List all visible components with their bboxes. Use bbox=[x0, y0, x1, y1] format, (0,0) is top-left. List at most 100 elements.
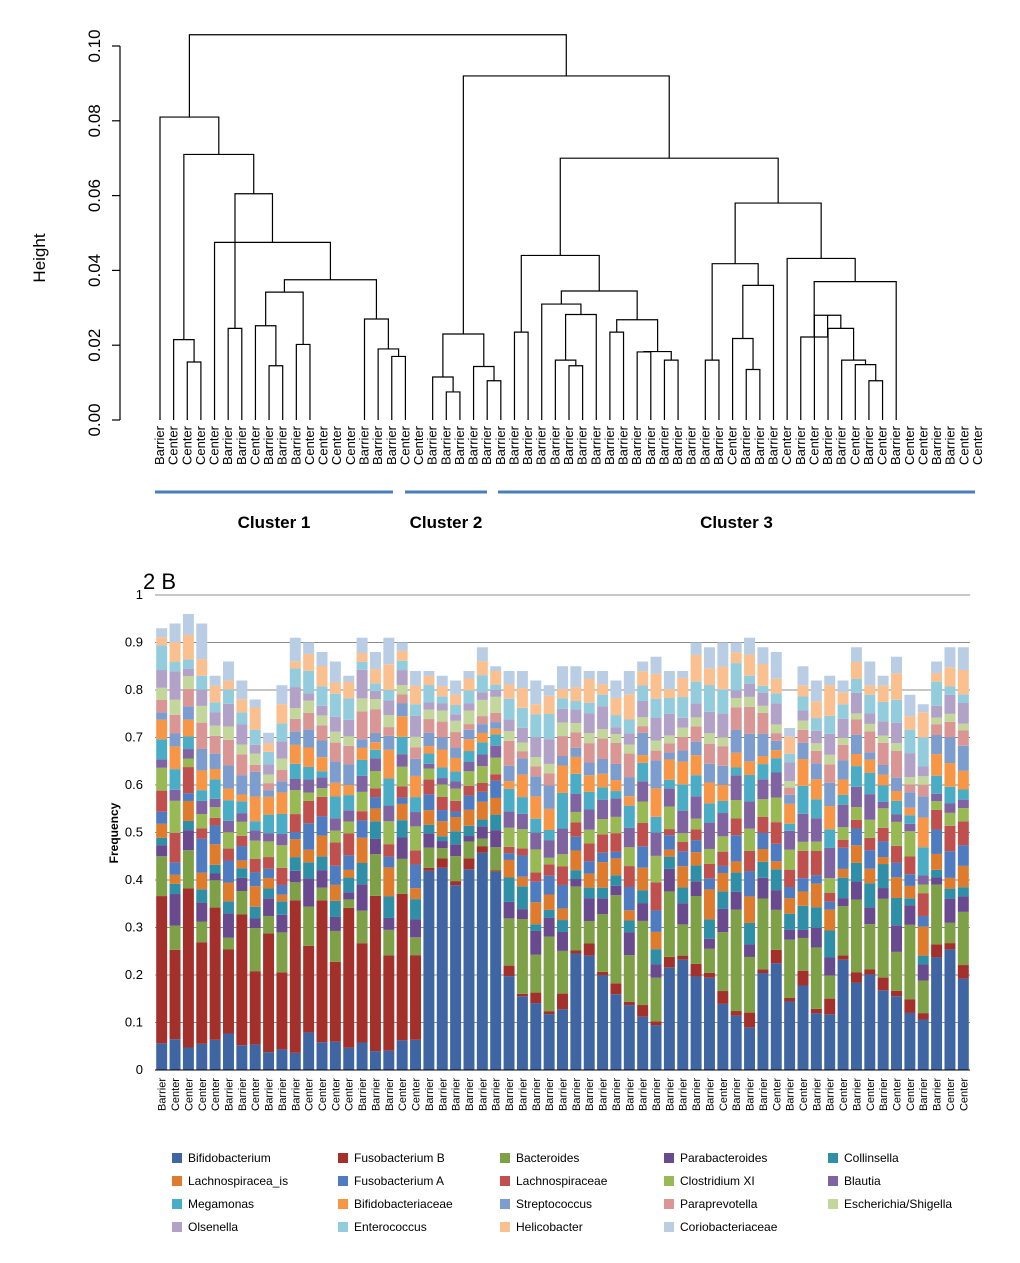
bar-segment bbox=[557, 688, 568, 699]
bar-segment bbox=[757, 764, 769, 780]
bar-segment bbox=[396, 660, 408, 671]
bar-stack bbox=[196, 623, 208, 1070]
bar-segment bbox=[637, 671, 649, 686]
bar-segment bbox=[329, 796, 341, 819]
dendrogram-leaf-label: Barrier bbox=[643, 425, 658, 465]
bar-segment bbox=[570, 794, 582, 812]
bar-segment bbox=[744, 944, 756, 957]
bar-segment bbox=[490, 797, 502, 815]
bar-segment bbox=[369, 683, 381, 691]
bar-segment bbox=[263, 933, 275, 1053]
bar-x-label: Barrier bbox=[785, 1078, 797, 1111]
bar-segment bbox=[717, 689, 729, 714]
bar-segment bbox=[663, 689, 675, 699]
bar-ytick-label: 0.9 bbox=[125, 635, 143, 650]
bar-segment bbox=[677, 833, 689, 843]
bar-segment bbox=[570, 723, 582, 733]
bar-x-label: Center bbox=[330, 1078, 342, 1111]
bar-segment bbox=[637, 1016, 649, 1070]
dendrogram-leaf-label: Center bbox=[915, 425, 930, 465]
bar-segment bbox=[597, 706, 609, 730]
bar-segment bbox=[583, 829, 595, 844]
bar-segment bbox=[891, 821, 902, 846]
bar-x-label: Center bbox=[771, 1078, 783, 1111]
bar-segment bbox=[650, 656, 662, 674]
bar-segment bbox=[450, 694, 462, 706]
bar-segment bbox=[182, 749, 194, 759]
bar-segment bbox=[864, 713, 876, 724]
bar-segment bbox=[303, 779, 315, 793]
bar-segment bbox=[944, 888, 956, 899]
bar-segment bbox=[824, 892, 836, 902]
bar-segment bbox=[810, 779, 822, 800]
bar-segment bbox=[784, 753, 796, 763]
bar-segment bbox=[797, 841, 809, 851]
bar-segment bbox=[476, 838, 488, 847]
bar-segment bbox=[597, 898, 609, 915]
bar-x-label: Barrier bbox=[451, 1078, 463, 1111]
bar-segment bbox=[530, 954, 542, 993]
bar-segment bbox=[303, 642, 315, 654]
bar-segment bbox=[196, 790, 208, 801]
bar-segment bbox=[356, 775, 368, 792]
bar-segment bbox=[663, 671, 675, 690]
bar-segment bbox=[837, 955, 849, 960]
bar-stack bbox=[530, 680, 542, 1070]
bar-segment bbox=[850, 982, 862, 1070]
bar-segment bbox=[877, 701, 889, 722]
bar-segment bbox=[570, 836, 582, 851]
bar-stack bbox=[824, 675, 836, 1070]
bar-segment bbox=[917, 875, 929, 885]
bar-segment bbox=[396, 642, 408, 651]
bar-stack bbox=[316, 652, 328, 1070]
bar-segment bbox=[623, 1001, 635, 1006]
bar-segment bbox=[744, 956, 756, 1013]
bar-stack bbox=[931, 661, 943, 1070]
bar-segment bbox=[810, 883, 822, 908]
bar-segment bbox=[637, 903, 649, 921]
bar-segment bbox=[703, 972, 715, 978]
bar-segment bbox=[329, 930, 341, 962]
bar-segment bbox=[410, 864, 422, 889]
bar-segment bbox=[169, 894, 181, 926]
bar-segment bbox=[436, 848, 448, 859]
bar-segment bbox=[797, 905, 809, 930]
bar-segment bbox=[717, 836, 729, 852]
bar-segment bbox=[650, 816, 662, 833]
bar-segment bbox=[463, 836, 475, 842]
bar-segment bbox=[623, 827, 635, 848]
bar-segment bbox=[717, 932, 729, 992]
bar-segment bbox=[891, 777, 902, 792]
bar-segment bbox=[156, 739, 168, 760]
bar-segment bbox=[396, 694, 408, 704]
bar-segment bbox=[583, 679, 595, 703]
bar-segment bbox=[931, 869, 943, 878]
bar-segment bbox=[797, 685, 809, 697]
bar-segment bbox=[703, 668, 715, 686]
bar-segment bbox=[263, 1052, 275, 1070]
bar-segment bbox=[757, 861, 769, 878]
bar-segment bbox=[329, 818, 341, 831]
bar-segment bbox=[223, 680, 234, 690]
bar-segment bbox=[744, 706, 756, 734]
bar-segment bbox=[543, 909, 555, 918]
bar-segment bbox=[557, 866, 568, 885]
bar-segment bbox=[917, 766, 929, 777]
legend-label: Coriobacteriaceae bbox=[680, 1220, 778, 1234]
bar-segment bbox=[904, 823, 916, 832]
legend-item: Fusobacterium B bbox=[338, 1151, 445, 1165]
bar-segment bbox=[223, 882, 234, 902]
bar-segment bbox=[516, 671, 528, 689]
bar-x-label: Center bbox=[344, 1078, 356, 1111]
dendrogram-link bbox=[183, 153, 255, 340]
legend-item: Escherichia/Shigella bbox=[828, 1197, 952, 1211]
bar-segment bbox=[156, 790, 168, 812]
bar-segment bbox=[490, 670, 502, 685]
bar-segment bbox=[476, 699, 488, 717]
bar-segment bbox=[730, 690, 742, 698]
bar-segment bbox=[423, 794, 435, 811]
bar-segment bbox=[690, 796, 702, 819]
bar-segment bbox=[784, 849, 796, 870]
bar-segment bbox=[196, 814, 208, 829]
bar-segment bbox=[623, 847, 635, 867]
